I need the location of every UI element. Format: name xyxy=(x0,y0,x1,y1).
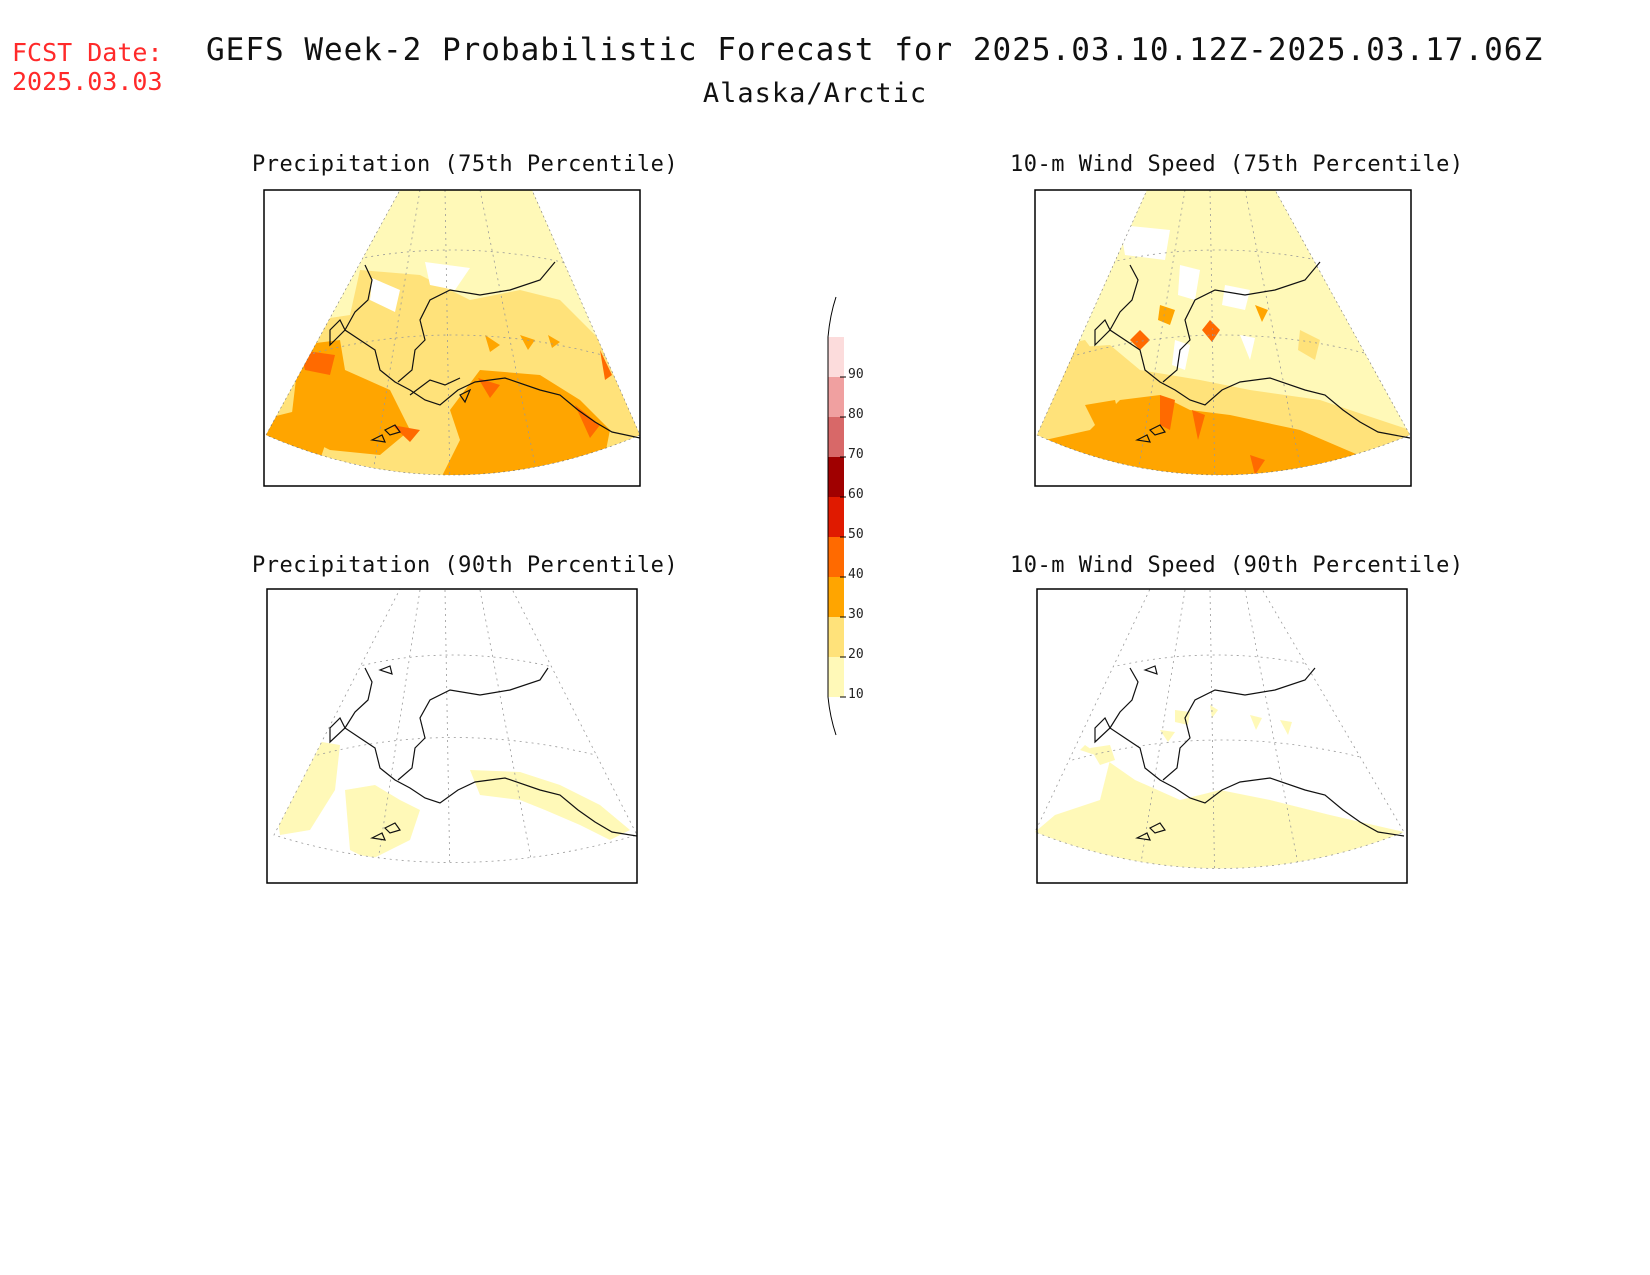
probability-fill-precip-75 xyxy=(266,190,640,475)
panel-border-precip-75 xyxy=(263,189,641,487)
panel-border-wind-90 xyxy=(1036,588,1408,884)
colorbar-tick-label: 70 xyxy=(848,447,864,462)
colorbar xyxy=(827,296,846,736)
probability-fill-precip-90 xyxy=(275,740,630,860)
colorbar-block-5 xyxy=(828,457,844,497)
map-panel-wind-75 xyxy=(1036,189,1411,476)
colorbar-upper-arrow xyxy=(827,296,837,338)
panel-title-precip-75: Precipitation (75th Percentile) xyxy=(252,152,679,177)
probability-fill-wind-90 xyxy=(1035,705,1404,869)
panel-border-wind-75 xyxy=(1034,189,1412,487)
fcst-date-value: 2025.03.03 xyxy=(12,67,163,96)
colorbar-block-4 xyxy=(828,497,844,537)
colorbar-tick-label: 50 xyxy=(848,527,864,542)
colorbar-tick-label: 40 xyxy=(848,567,864,582)
coastline-alaska-d xyxy=(1094,665,1405,841)
colorbar-block-7 xyxy=(828,377,844,417)
coastline-alaska-b xyxy=(1094,261,1411,443)
colorbar-block-0 xyxy=(828,657,844,697)
panel-title-precip-90: Precipitation (90th Percentile) xyxy=(252,553,679,578)
fcst-date-label: FCST Date: xyxy=(12,38,163,67)
panel-title-wind-90: 10-m Wind Speed (90th Percentile) xyxy=(1010,553,1464,578)
panel-title-wind-75: 10-m Wind Speed (75th Percentile) xyxy=(1010,152,1464,177)
colorbar-tick-label: 20 xyxy=(848,647,864,662)
map-panel-wind-90 xyxy=(1034,588,1405,869)
map-panel-precip-75 xyxy=(265,189,641,476)
probability-fill-wind-75 xyxy=(1037,190,1410,475)
coastline-alaska-c xyxy=(329,665,638,841)
colorbar-tick-label: 80 xyxy=(848,407,864,422)
colorbar-block-3 xyxy=(828,537,844,577)
colorbar-tick-label: 90 xyxy=(848,367,864,382)
colorbar-block-6 xyxy=(828,417,844,457)
main-title: GEFS Week-2 Probabilistic Forecast for 2… xyxy=(206,32,1544,68)
colorbar-block-2 xyxy=(828,577,844,617)
panel-border-precip-90 xyxy=(266,588,638,884)
colorbar-block-1 xyxy=(828,617,844,657)
colorbar-tick-label: 30 xyxy=(848,607,864,622)
colorbar-tick-label: 10 xyxy=(848,687,864,702)
colorbar-block-8 xyxy=(828,337,844,377)
colorbar-tick-label: 60 xyxy=(848,487,864,502)
map-panel-precip-90 xyxy=(273,588,638,863)
coastline-alaska-a xyxy=(329,261,641,443)
sub-title: Alaska/Arctic xyxy=(702,78,928,109)
colorbar-lower-arrow xyxy=(827,696,837,736)
